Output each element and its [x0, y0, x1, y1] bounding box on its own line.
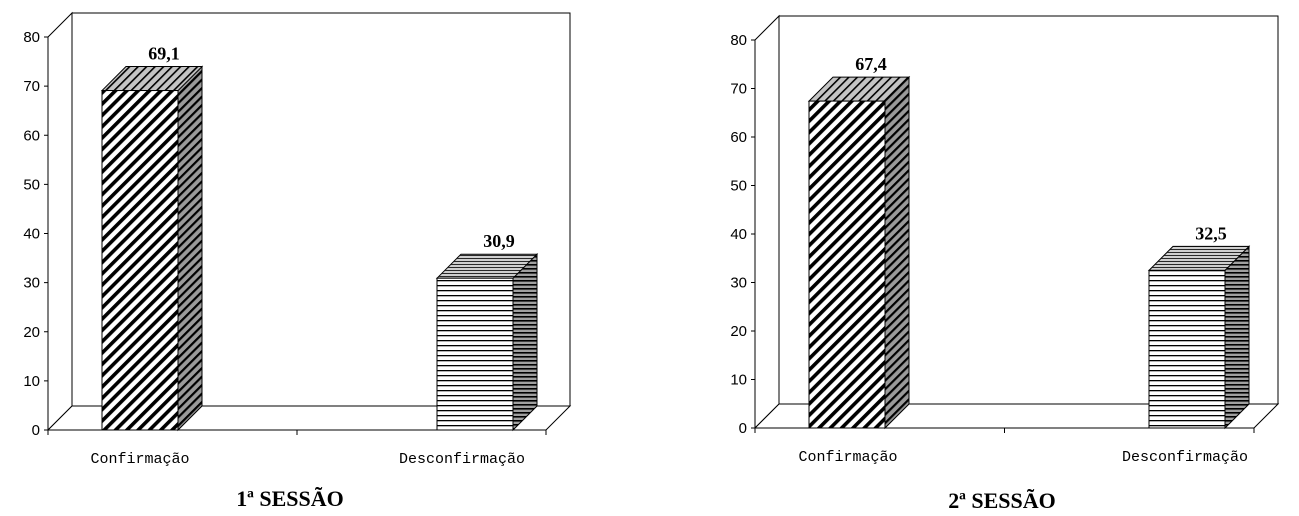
y-tick-label: 50: [730, 178, 747, 195]
data-label: 32,5: [1195, 223, 1227, 243]
bar-front-face: [1148, 269, 1226, 429]
x-tick-label: Confirmação: [90, 451, 189, 468]
y-tick-label: 40: [23, 226, 40, 243]
y-tick-label: 10: [23, 373, 40, 390]
bar-chart-2: 0 10 20 30 40 50 60 70 80 67,4 Confirmação 32,5 Desc…: [730, 14, 1280, 513]
y-tick-label: 30: [730, 275, 747, 292]
bar-side-face: [177, 65, 203, 432]
bar-1: [100, 65, 204, 432]
bar-side-face: [1224, 245, 1250, 430]
y-tick-label: 20: [23, 324, 40, 341]
y-tick-label: 60: [23, 127, 40, 144]
x-tick-label: Desconfirmação: [1122, 449, 1248, 466]
y-tick-label: 20: [730, 323, 747, 340]
bar-side-face: [884, 75, 910, 430]
x-tick-label: Desconfirmação: [399, 451, 525, 468]
side-wall: [47, 11, 73, 432]
bar-side-face: [512, 252, 538, 432]
side-wall: [754, 14, 780, 430]
chart-title: 2ª SESSÃO: [948, 488, 1055, 513]
y-tick-label: 40: [730, 226, 747, 243]
data-label: 67,4: [855, 54, 887, 74]
y-tick-label: 60: [730, 129, 747, 146]
data-label: 69,1: [148, 44, 180, 64]
x-tick-label: Confirmação: [798, 449, 897, 466]
y-tick-label: 10: [730, 372, 747, 389]
y-tick-label: 70: [23, 78, 40, 95]
y-tick-label: 50: [23, 176, 40, 193]
chart-title: 1ª SESSÃO: [236, 486, 343, 511]
data-label: 30,9: [483, 231, 515, 251]
bar-1: [807, 75, 911, 430]
bar-2: [435, 252, 539, 432]
y-tick-label: 0: [739, 420, 747, 437]
bar-front-face: [436, 277, 514, 431]
y-tick-label: 80: [23, 29, 40, 46]
bar-front-face: [808, 100, 886, 429]
bar-2: [1147, 245, 1251, 430]
y-tick-label: 0: [32, 422, 40, 439]
y-tick-label: 30: [23, 275, 40, 292]
bar-front-face: [101, 90, 179, 431]
bar-chart-1: 0 10 20 30 40 50 60 70 80 69,1 Confirmação 30,9 Desc…: [23, 11, 572, 511]
y-tick-label: 70: [730, 81, 747, 98]
y-tick-label: 80: [730, 32, 747, 49]
